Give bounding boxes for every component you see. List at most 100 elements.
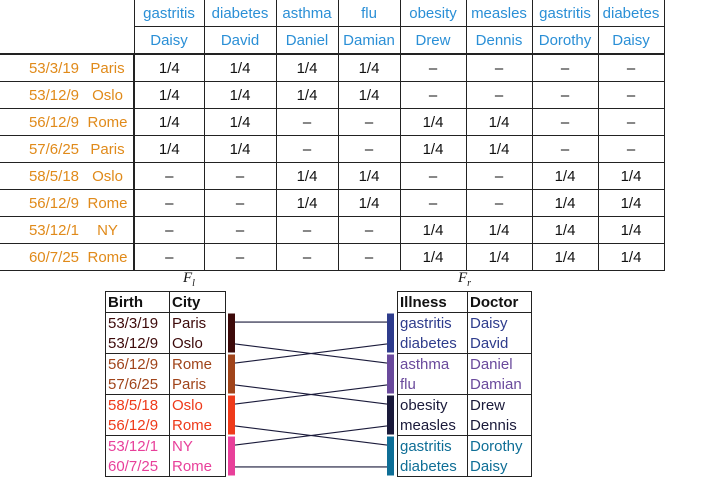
table-row: 56/12/9 Rome 1/4 1/4– –1/4 1/4– – [0, 108, 665, 136]
table-row: 60/7/25 Rome [105, 456, 226, 477]
fl-birth-cell: 56/12/9 [105, 415, 170, 436]
probability-cell: – [399, 162, 467, 190]
table-row: asthma Daniel [397, 353, 532, 374]
fl-birth-cell: 53/3/19 [105, 312, 170, 333]
doctor-header-cell: Daisy [597, 26, 665, 55]
fl-city-cell: Rome [169, 456, 226, 477]
table-row: 53/12/9 Oslo [105, 333, 226, 354]
probability-cell: 1/4 [133, 108, 205, 136]
table-row: diabetes Daisy [397, 456, 532, 477]
table-row: 56/12/9 Rome [105, 415, 226, 436]
fr-group-bar [387, 354, 394, 394]
probability-cell: – [275, 108, 339, 136]
probability-cell: 1/4 [531, 162, 599, 190]
fl-birth-cell: 53/12/1 [105, 435, 170, 456]
fl-city-cell: Paris [169, 374, 226, 395]
doctor-header-cell: Drew [399, 26, 467, 55]
fr-header-cell: Illness [397, 291, 468, 313]
probability-cell: 1/4 [399, 108, 467, 136]
fr-group-bar [387, 395, 394, 435]
doctor-header-row: Daisy David Daniel Damian Drew Dennis Dorothy D… [0, 26, 665, 55]
fr-doctor-cell: Daisy [467, 312, 532, 333]
probability-cell: 1/4 [133, 53, 205, 82]
corner-blank [0, 26, 82, 55]
probability-cell: – [465, 162, 533, 190]
probability-cell: 1/4 [465, 243, 533, 271]
fr-doctor-cell: Damian [467, 374, 532, 395]
probability-cell: 1/4 [465, 216, 533, 244]
fr-doctor-cell: Daniel [467, 353, 532, 374]
birth-cell: 53/3/19 [0, 53, 82, 82]
fl-birth-cell: 60/7/25 [105, 456, 170, 477]
table-row: 56/12/9 Rome – –1/4 1/4– –1/4 1/4 [0, 189, 665, 217]
table-row: gastritis Dorothy [397, 435, 532, 456]
fr-label: Fr [458, 270, 472, 289]
probability-cell: – [133, 216, 205, 244]
fr-illness-cell: obesity [397, 394, 468, 415]
fl-label: Fl [183, 270, 195, 289]
table-row: measles Dennis [397, 415, 532, 436]
illness-header-cell: gastritis [531, 0, 599, 27]
table-row: 53/12/1 NY – – – –1/4 1/4 1/4 1/4 [0, 216, 665, 244]
fr-doctor-cell: Drew [467, 394, 532, 415]
fr-header-row: Illness Doctor [397, 291, 532, 313]
fl-table: Birth City 53/3/19 Paris 53/12/9 Oslo 56/12/9 R… [105, 291, 226, 477]
probability-cell: 1/4 [337, 53, 401, 82]
city-cell: Paris [82, 53, 135, 82]
doctor-header-cell: Damian [337, 26, 401, 55]
fl-city-cell: Oslo [169, 394, 226, 415]
fr-illness-cell: gastritis [397, 435, 468, 456]
table-row: 53/12/9 Oslo 1/4 1/4 1/4 1/4– – – – [0, 81, 665, 109]
table-row: diabetes David [397, 333, 532, 354]
fl-birth-cell: 57/6/25 [105, 374, 170, 395]
birth-cell: 53/12/9 [0, 81, 82, 109]
link-line [234, 343, 388, 364]
probability-cell: – [465, 53, 533, 82]
fr-illness-cell: measles [397, 415, 468, 436]
fr-doctor-cell: Daisy [467, 456, 532, 477]
probability-cell: – [597, 135, 665, 163]
fr-group-bar [387, 436, 394, 476]
doctor-header-cell: Dorothy [531, 26, 599, 55]
probability-cell: 1/4 [275, 189, 339, 217]
probability-cell: – [337, 216, 401, 244]
fl-birth-cell: 56/12/9 [105, 353, 170, 374]
doctor-header-cell: David [203, 26, 277, 55]
fl-city-cell: Paris [169, 312, 226, 333]
illness-header-cell: diabetes [203, 0, 277, 27]
probability-cell: – [203, 243, 277, 271]
birth-cell: 57/6/25 [0, 135, 82, 163]
fr-doctor-cell: Dennis [467, 415, 532, 436]
probability-cell: – [597, 53, 665, 82]
city-cell: Rome [82, 189, 135, 217]
birth-cell: 58/5/18 [0, 162, 82, 190]
probability-cell: 1/4 [133, 81, 205, 109]
illness-header-cell: asthma [275, 0, 339, 27]
probability-cell: 1/4 [597, 162, 665, 190]
probability-cell: 1/4 [531, 216, 599, 244]
probability-cell: 1/4 [275, 81, 339, 109]
table-row: 58/5/18 Oslo – –1/4 1/4– –1/4 1/4 [0, 162, 665, 190]
fr-illness-cell: gastritis [397, 312, 468, 333]
table-row: 56/12/9 Rome [105, 353, 226, 374]
city-cell: Rome [82, 243, 135, 271]
fl-city-cell: Rome [169, 415, 226, 436]
corner-blank [82, 0, 135, 27]
fl-birth-cell: 53/12/9 [105, 333, 170, 354]
table-row: 58/5/18 Oslo [105, 394, 226, 415]
fl-group-bar [228, 354, 235, 394]
fr-illness-cell: diabetes [397, 456, 468, 477]
fl-header-row: Birth City [105, 291, 226, 313]
illness-header-cell: diabetes [597, 0, 665, 27]
city-cell: Oslo [82, 162, 135, 190]
fr-doctor-cell: Dorothy [467, 435, 532, 456]
doctor-header-cell: Daisy [133, 26, 205, 55]
city-cell: Rome [82, 108, 135, 136]
probability-cell: 1/4 [275, 162, 339, 190]
probability-cell: 1/4 [597, 216, 665, 244]
illness-header-cell: flu [337, 0, 401, 27]
link-line [234, 425, 388, 446]
probability-cell: 1/4 [531, 189, 599, 217]
probability-cell: – [597, 108, 665, 136]
